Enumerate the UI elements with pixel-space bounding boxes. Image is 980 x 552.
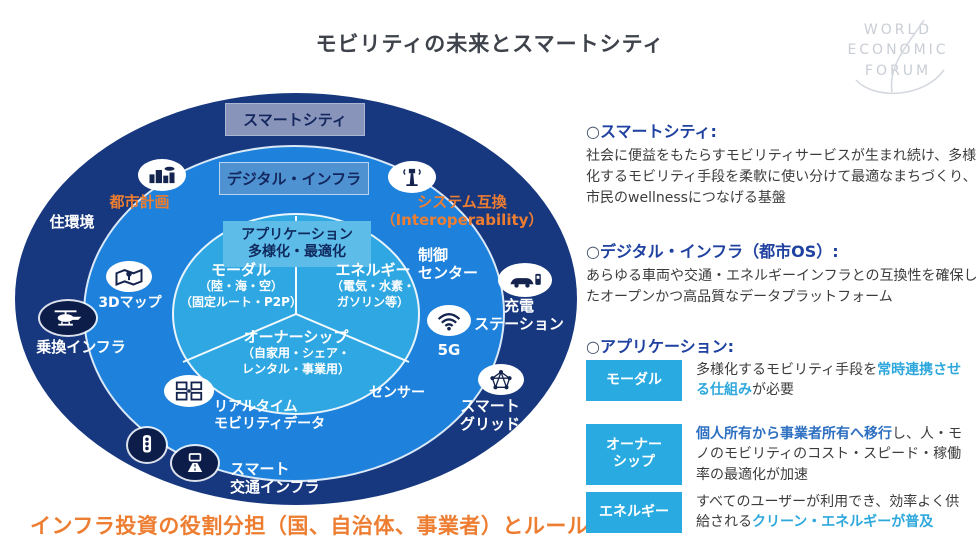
sector-modal-name: モーダル — [210, 261, 271, 279]
sector-ownership-name: オーナーシップ — [243, 328, 349, 346]
label-city-planning: 都市計画 — [109, 193, 170, 211]
smart-grid-icon — [478, 364, 524, 395]
energy-badge: エネルギー — [586, 492, 682, 533]
app-row-ownership: オーナー シップ 個人所有から事業者所有へ移行し、人・モノのモビリティのコスト・… — [586, 424, 978, 485]
ownership-badge: オーナー シップ — [586, 424, 682, 485]
label-5g: 5G — [437, 341, 461, 359]
sector-energy-sub2: ガソリン等） — [336, 294, 409, 309]
wef-logo-line3: FORUM — [864, 62, 932, 79]
sector-energy: エネルギー （電気・水素・ ガソリン等） — [298, 261, 448, 310]
section-application-heading: ○アプリケーション: — [586, 337, 735, 356]
footer-title: インフラ投資の役割分担（国、自治体、事業者）とルール — [30, 514, 589, 538]
modal-highlight: 常時連携させる仕組み — [696, 362, 962, 399]
helicopter-icon — [40, 301, 96, 335]
control-tower-icon — [388, 161, 436, 193]
label-smart-grid: スマート グリッド — [459, 397, 520, 433]
wef-logo-line1: WORLD — [863, 22, 933, 38]
ownership-description: 個人所有から事業者所有へ移行し、人・モノのモビリティのコスト・スピード・稼働率の… — [696, 426, 962, 483]
heading-circle-marker: ○ — [586, 337, 600, 356]
modal-description: 多様化するモビリティ手段を常時連携させる仕組みが必要 — [696, 362, 962, 399]
energy-highlight: クリーン・エネルギーが普及 — [752, 514, 934, 531]
section-smart-city-body: 社会に便益をもたらすモビリティサービスが生まれ続け、多様化するモビリティ手段を柔… — [586, 148, 977, 206]
sector-ownership: オーナーシップ （自家用・シェア・ レンタル・事業用） — [196, 328, 396, 377]
label-realtime-mobility-data: リアルタイム モビリティデータ — [214, 399, 326, 432]
sector-modal: モーダル （陸・海・空） （固定ルート・P2P） — [160, 261, 322, 310]
application-label-box: アプリケーション 多様化・最適化 — [223, 221, 371, 267]
sector-modal-sub2: （固定ルート・P2P） — [180, 294, 302, 309]
label-system-interoperability: システム互換 （Interoperability） — [380, 193, 544, 229]
sector-modal-sub1: （陸・海・空） — [198, 279, 283, 293]
sector-ownership-sub1: （自家用・シェア・ — [241, 346, 350, 360]
realtime-data-icon — [164, 375, 214, 407]
label-smart-traffic-infra: スマート 交通インフラ — [230, 460, 320, 496]
digital-infra-label-box: デジタル・インフラ — [219, 162, 369, 195]
section-smart-city: ○スマートシティ: 社会に便益をもたらすモビリティサービスが生まれ続け、多様化す… — [586, 118, 978, 209]
smart-city-label-box: スマートシティ — [225, 103, 365, 136]
ev-charging-icon — [498, 263, 552, 297]
wifi-icon — [427, 305, 471, 336]
page-title: モビリティの未来とスマートシティ — [315, 32, 665, 56]
modal-badge: モーダル — [586, 360, 682, 401]
section-digital-infra: ○デジタル・インフラ（都市OS）: あらゆる車両や交通・エネルギーインフラとの互… — [586, 238, 978, 308]
section-digital-infra-heading: ○デジタル・インフラ（都市OS）: — [586, 242, 839, 261]
traffic-light-icon — [128, 428, 166, 462]
wef-logo-line2: ECONOMIC — [847, 42, 949, 59]
app-row-energy: エネルギー すべてのユーザーが利用でき、効率よく供給されるクリーン・エネルギーが… — [586, 492, 978, 533]
section-smart-city-heading: ○スマートシティ: — [586, 122, 717, 141]
label-charging-station: 充電 ステーション — [474, 297, 564, 333]
smart-city-diagram: スマートシティ デジタル・インフラ アプリケーション 多様化・最適化 モーダル … — [0, 85, 600, 515]
label-transfer-infra: 乗換インフラ — [36, 338, 126, 356]
sector-energy-name: エネルギー — [335, 261, 411, 279]
heading-circle-marker: ○ — [586, 242, 600, 261]
section-digital-infra-body: あらゆる車両や交通・エネルギーインフラとの互換性を確保したオープンかつ高品質なデ… — [586, 268, 978, 305]
energy-description: すべてのユーザーが利用でき、効率よく供給されるクリーン・エネルギーが普及 — [696, 494, 960, 531]
label-control-center: 制御 センター — [418, 246, 479, 282]
heading-circle-marker: ○ — [586, 122, 600, 141]
sector-energy-sub1: （電気・水素・ — [330, 279, 415, 293]
label-living-environment: 住環境 — [49, 213, 95, 231]
wef-logo: WORLD ECONOMIC FORUM — [828, 19, 968, 95]
3d-map-icon — [106, 261, 152, 292]
label-3d-map: 3Dマップ — [98, 295, 162, 311]
sector-ownership-sub2: レンタル・事業用） — [241, 361, 350, 376]
smart-road-icon — [172, 446, 218, 480]
city-icon — [138, 159, 186, 191]
label-sensor: センサー — [369, 385, 425, 401]
ownership-highlight: 個人所有から事業者所有へ移行 — [696, 426, 892, 442]
app-row-modal: モーダル 多様化するモビリティ手段を常時連携させる仕組みが必要 — [586, 360, 978, 401]
section-application: ○アプリケーション: — [586, 333, 978, 357]
